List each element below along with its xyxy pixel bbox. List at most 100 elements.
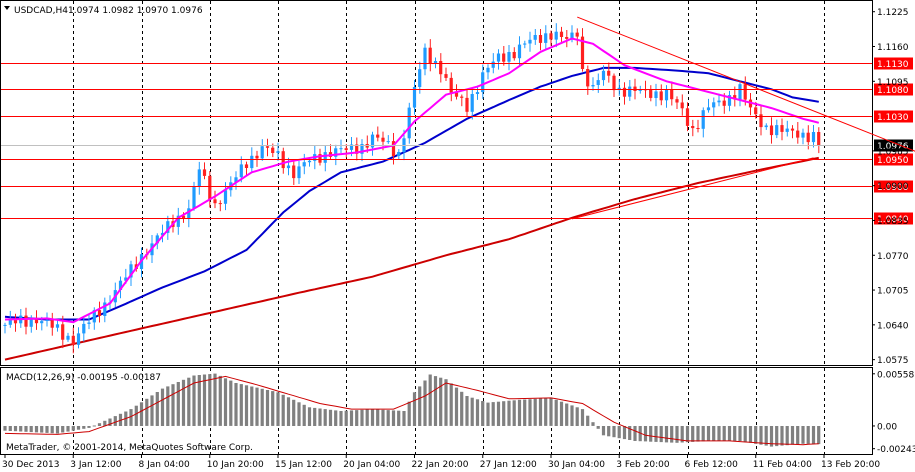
candle-body <box>71 335 75 345</box>
macd-histogram-bar <box>607 426 611 437</box>
candle-body <box>607 70 611 76</box>
macd-histogram-bar <box>355 410 359 426</box>
candle-body <box>460 96 464 98</box>
macd-histogram-bar <box>507 400 511 426</box>
sma-mid-line <box>4 66 819 321</box>
time-axis-label: 30 Jan 04:00 <box>548 460 605 470</box>
horizontal-levels[interactable]: 1.1130 1.1080 1.1030 1.0950 1.0900 1.0840 1.09… <box>1 57 913 226</box>
macd-axis-label: 0.00 <box>877 422 897 432</box>
candle <box>166 215 170 240</box>
candle <box>790 125 795 139</box>
candle-body <box>255 155 259 159</box>
candle-body <box>628 86 632 97</box>
macd-histogram-bar <box>512 400 516 426</box>
macd-histogram-bar <box>811 426 816 444</box>
level-price-tag <box>874 212 913 225</box>
candle <box>659 84 663 106</box>
candle <box>517 36 522 67</box>
macd-histogram-bar <box>334 410 338 426</box>
time-axis-label: 6 Feb 12:00 <box>685 460 739 470</box>
level-price-label: 1.1130 <box>877 60 909 70</box>
price-axis-label: 1.0770 <box>877 252 909 262</box>
macd-histogram-bar <box>8 426 12 431</box>
macd-histogram-bar <box>706 426 711 441</box>
level-price-label: 1.0840 <box>877 215 909 225</box>
candle-body <box>3 324 7 326</box>
candle <box>323 145 327 172</box>
macd-histogram-bar <box>428 374 432 426</box>
candle-body <box>465 97 469 112</box>
candle-body <box>55 324 60 328</box>
macd-histogram-bar <box>255 387 259 426</box>
macd-histogram-bar <box>34 426 39 433</box>
macd-histogram-bar <box>302 404 306 426</box>
macd-histogram-bar <box>328 409 333 426</box>
macd-histogram-bar <box>365 409 369 426</box>
candle-body <box>433 61 438 64</box>
symbol-dropdown-icon[interactable] <box>4 6 10 10</box>
macd-histogram-bar <box>633 426 637 441</box>
candle <box>612 73 616 97</box>
candle-body <box>544 33 548 43</box>
candle <box>607 62 611 83</box>
macd-histogram-bar <box>339 411 343 426</box>
candle-body <box>386 141 390 143</box>
candle-body <box>265 146 270 148</box>
candle-body <box>754 107 758 115</box>
candle <box>507 45 511 71</box>
candle-body <box>486 67 490 73</box>
candle-body <box>349 144 354 150</box>
macd-histogram-bar <box>423 380 427 426</box>
macd-histogram-bar <box>145 398 149 426</box>
ohlc-values: 1.0974 1.0982 1.0970 1.0976 <box>68 6 203 16</box>
candle <box>218 200 222 212</box>
macd-histogram-bar <box>213 373 217 426</box>
macd-histogram-bar <box>386 410 390 426</box>
macd-histogram-bar <box>292 399 296 426</box>
macd-histogram-bar <box>176 382 180 426</box>
candle-body <box>418 69 422 87</box>
candle <box>386 135 390 144</box>
candle-body <box>355 144 359 154</box>
macd-histogram-bar <box>481 401 485 426</box>
macd-histogram-bar <box>775 426 779 447</box>
macd-histogram-bar <box>523 399 527 426</box>
candle-body <box>92 310 96 323</box>
macd-histogram-bar <box>160 388 165 426</box>
price-axis-label: 1.0705 <box>877 287 909 297</box>
candle-body <box>213 199 217 204</box>
macd-histogram-bar <box>402 411 406 426</box>
candle <box>339 139 343 153</box>
trendlines[interactable] <box>571 16 915 220</box>
macd-histogram-bar <box>517 399 522 426</box>
candle <box>512 47 516 61</box>
macd-histogram-bar <box>166 386 170 426</box>
candle-body <box>439 61 443 75</box>
candle-body <box>549 33 553 40</box>
macd-histogram-bar <box>276 392 280 426</box>
candle <box>344 144 348 158</box>
level-price-tag <box>874 153 913 166</box>
macd-histogram-bar <box>612 426 616 438</box>
candle-body <box>449 77 453 93</box>
candle <box>538 29 543 51</box>
candle-body <box>507 52 511 62</box>
candle <box>727 90 732 112</box>
candle <box>549 30 553 46</box>
candle-body <box>759 114 763 128</box>
candle <box>397 149 401 160</box>
candle <box>817 127 821 154</box>
candle-body <box>601 70 606 81</box>
price-axis-label: 1.0640 <box>877 321 909 331</box>
time-axis-label: 3 Feb 20:00 <box>616 460 670 470</box>
macd-histogram-bar <box>360 409 364 426</box>
candle <box>428 39 432 72</box>
macd-histogram-bar <box>244 385 249 426</box>
candle <box>87 314 91 330</box>
candle-body <box>790 128 795 131</box>
candle-body <box>533 35 537 40</box>
trendline <box>571 157 814 220</box>
macd-histogram-bar <box>150 395 154 426</box>
candle-body <box>806 132 810 143</box>
